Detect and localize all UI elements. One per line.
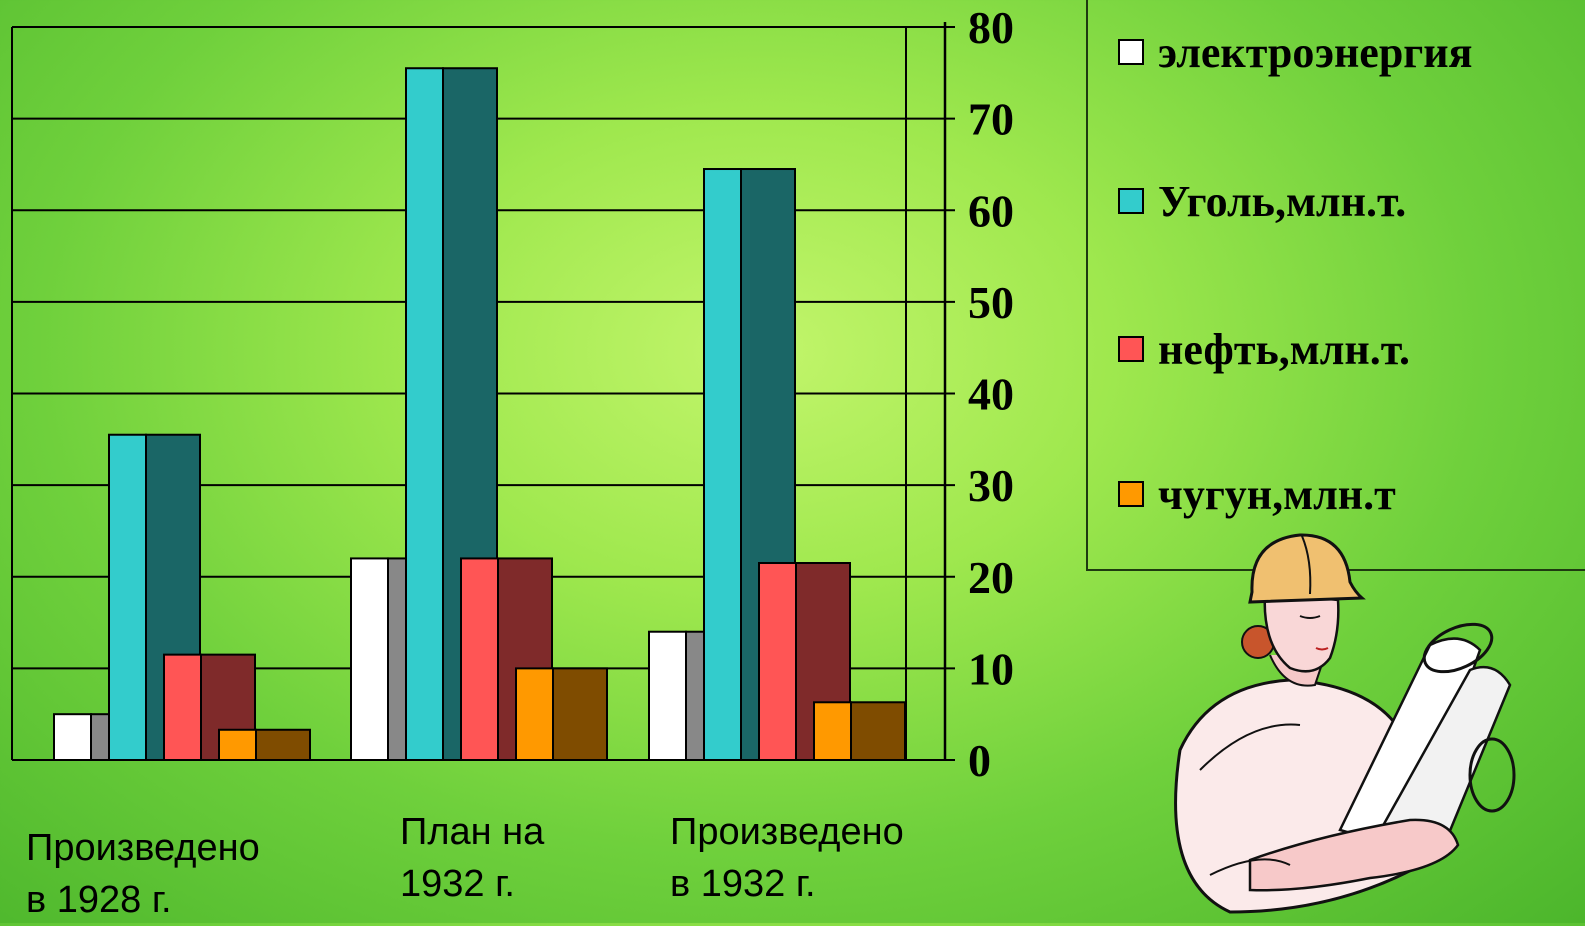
y-tick-label-10: 10: [968, 643, 1014, 694]
bar-front-0-2: [648, 630, 687, 761]
bar-front-1-1: [405, 67, 444, 761]
legend-item-pig-iron: чугун,млн.т: [1118, 470, 1396, 519]
y-tick-label-40: 40: [968, 369, 1014, 420]
bar-front-0-0: [53, 713, 92, 761]
legend-label-coal: Уголь,млн.т.: [1158, 176, 1407, 226]
legend-label-electricity: электроэнергия: [1158, 27, 1473, 77]
bar-front-1-0: [108, 433, 147, 761]
y-tick-label-30: 30: [968, 460, 1014, 511]
y-tick-label-70: 70: [968, 94, 1014, 145]
bar-side-3-0: [255, 728, 311, 761]
legend-item-electricity: электроэнергия: [1118, 28, 1472, 77]
legend-swatch-electricity: [1118, 39, 1144, 65]
legend: электроэнергия Уголь,млн.т. нефть,млн.т.…: [1086, 0, 1585, 571]
legend-swatch-coal: [1118, 188, 1144, 214]
bar-side-3-1: [552, 667, 608, 761]
category-label-plan-1932: План на 1932 г.: [400, 811, 545, 905]
legend-item-oil: нефть,млн.т.: [1118, 325, 1410, 374]
bar-front-2-0: [163, 653, 202, 761]
bar-front-0-1: [350, 557, 389, 761]
bars: [53, 67, 906, 762]
bar-side-3-2: [850, 701, 906, 761]
bar-front-2-2: [758, 562, 797, 761]
y-tick-labels: 0 10 20 30 40 50 60 70 80: [968, 2, 1014, 786]
y-tick-label-20: 20: [968, 552, 1014, 603]
y-tick-label-50: 50: [968, 277, 1014, 328]
y-tick-label-80: 80: [968, 2, 1014, 53]
y-tick-label-60: 60: [968, 185, 1014, 236]
engineer-woman-with-blueprints-icon: [1174, 533, 1516, 914]
legend-swatch-pig-iron: [1118, 481, 1144, 507]
legend-label-oil: нефть,млн.т.: [1158, 324, 1411, 374]
bar-front-3-0: [218, 728, 257, 761]
bar-front-3-1: [515, 667, 554, 761]
y-tick-label-0: 0: [968, 735, 991, 786]
bar-front-2-1: [460, 557, 499, 761]
bar-front-3-2: [813, 701, 852, 761]
category-label-1928: Произведено в 1928 г.: [26, 827, 260, 921]
legend-swatch-oil: [1118, 336, 1144, 362]
legend-label-pig-iron: чугун,млн.т: [1158, 469, 1396, 519]
bar-front-1-2: [703, 168, 742, 762]
category-label-actual-1932: Произведено в 1932 г.: [670, 811, 904, 905]
legend-item-coal: Уголь,млн.т.: [1118, 177, 1406, 226]
